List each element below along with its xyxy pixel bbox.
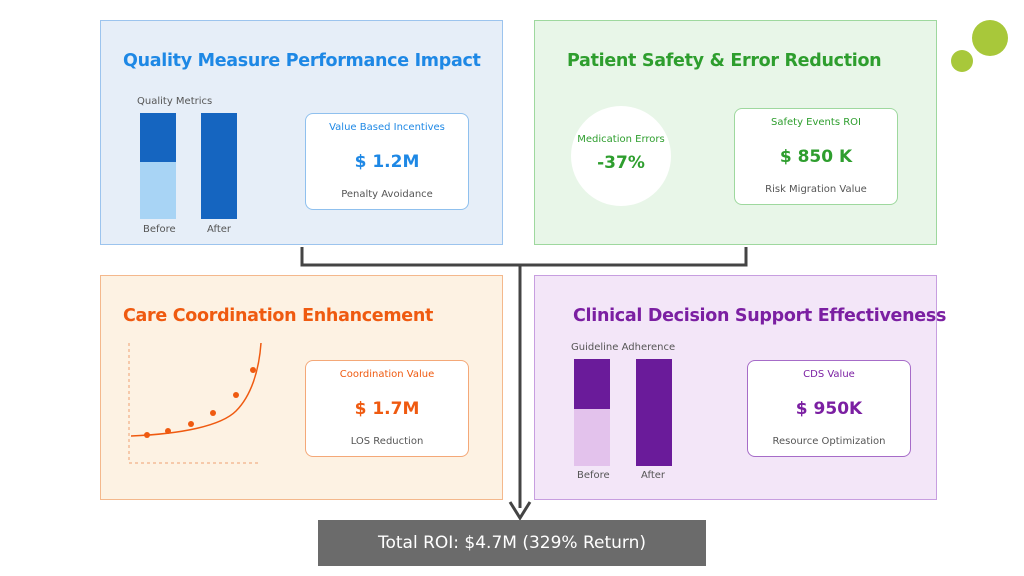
curve-line [130, 342, 262, 437]
curve-point [210, 410, 216, 416]
care-panel: Care Coordination Enhancement Coordinati… [100, 275, 503, 500]
arrow-head-icon [508, 501, 532, 521]
total-roi-label: Total ROI: $4.7M (329% Return) [377, 533, 647, 553]
merge-line [300, 247, 748, 267]
cds-panel: Clinical Decision Support Effectiveness … [534, 275, 946, 500]
box-label: Safety Events ROI [771, 117, 861, 128]
box-value: $ 1.7M [354, 399, 420, 419]
quality-panel: Quality Measure Performance Impact Quali… [100, 20, 503, 245]
curve-point [144, 432, 150, 438]
chart-label: Guideline Adherence [571, 342, 676, 353]
before-label: Before [577, 470, 610, 481]
box-label: CDS Value [803, 369, 855, 380]
box-label: Coordination Value [339, 369, 435, 380]
value-box: Value Based Incentives $ 1.2M Penalty Av… [305, 113, 469, 210]
safety-panel: Patient Safety & Error Reduction Medicat… [534, 20, 937, 245]
circle-label: Medication Errors [577, 134, 665, 145]
medication-circle: Medication Errors -37% [571, 106, 671, 206]
curve-point [165, 428, 171, 434]
value-box: Coordination Value $ 1.7M LOS Reduction [305, 360, 469, 457]
curve-point [188, 421, 194, 427]
total-roi-banner: Total ROI: $4.7M (329% Return) [318, 520, 706, 566]
panel-title: Clinical Decision Support Effectiveness [573, 306, 947, 326]
chart-label: Quality Metrics [137, 96, 213, 107]
box-sub: Resource Optimization [772, 436, 886, 447]
axes [128, 343, 261, 464]
panel-title: Quality Measure Performance Impact [123, 51, 481, 71]
growth-curve [128, 342, 262, 464]
box-label: Value Based Incentives [329, 122, 445, 133]
box-sub: LOS Reduction [350, 436, 424, 447]
after-label: After [207, 224, 232, 235]
box-sub: Penalty Avoidance [341, 189, 433, 200]
box-value: $ 950K [795, 399, 863, 419]
circle-value: -37% [597, 153, 645, 173]
value-box: CDS Value $ 950K Resource Optimization [747, 360, 911, 457]
before-bar [140, 113, 176, 219]
box-sub: Risk Migration Value [765, 184, 867, 195]
after-bar [636, 359, 672, 466]
after-label: After [641, 470, 666, 481]
before-label: Before [143, 224, 176, 235]
logo-dot-small [951, 50, 973, 72]
before-bar [574, 359, 610, 466]
after-bar [201, 113, 237, 219]
curve-point [250, 367, 256, 373]
box-value: $ 850 K [779, 147, 853, 167]
value-box: Safety Events ROI $ 850 K Risk Migration… [734, 108, 898, 205]
panel-title: Patient Safety & Error Reduction [567, 51, 882, 71]
logo-dot-large [972, 20, 1008, 56]
box-value: $ 1.2M [354, 152, 420, 172]
curve-point [233, 392, 239, 398]
panel-title: Care Coordination Enhancement [123, 306, 434, 326]
